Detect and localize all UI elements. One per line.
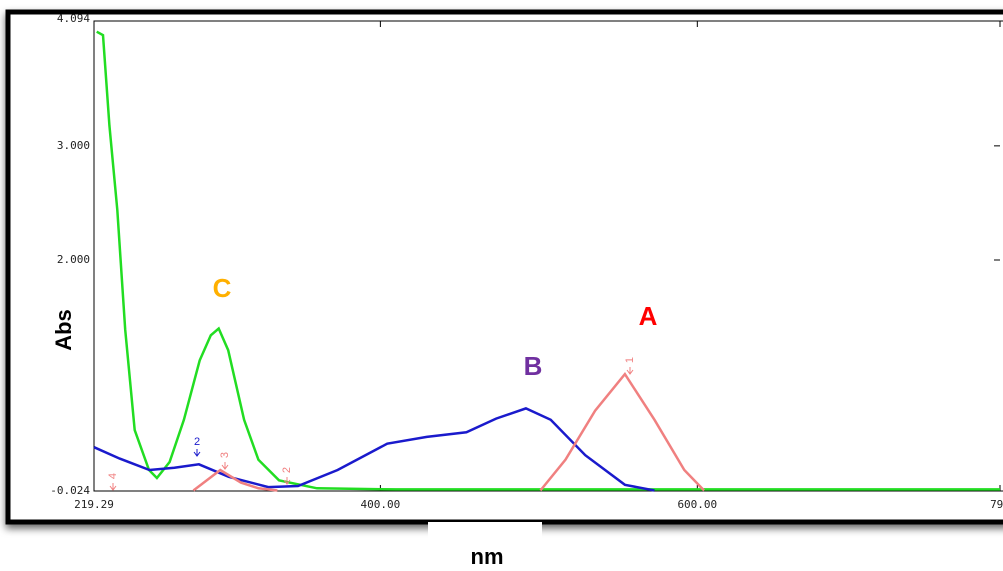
peak-label: 1 bbox=[624, 357, 636, 363]
label-box bbox=[428, 522, 542, 542]
peak-label: 3 bbox=[219, 452, 231, 458]
peak-arrow bbox=[283, 477, 291, 485]
y-tick-label: 3.000 bbox=[57, 139, 90, 152]
peak-arrow bbox=[109, 483, 117, 491]
x-axis-label: nm bbox=[471, 544, 504, 569]
y-tick-label: 2.000 bbox=[57, 253, 90, 266]
series-line bbox=[93, 407, 655, 492]
x-tick-label: 600.00 bbox=[677, 498, 717, 511]
series-label: A bbox=[639, 301, 658, 331]
y-tick-label: 4.094 bbox=[57, 12, 90, 25]
plot-area bbox=[93, 20, 1003, 492]
peak-label: 2 bbox=[194, 436, 200, 448]
x-tick-label: 400.00 bbox=[360, 498, 400, 511]
series-line bbox=[96, 30, 1000, 491]
y-axis-label: Abs bbox=[51, 309, 76, 351]
series-label: C bbox=[213, 273, 232, 303]
x-tick-label: 219.29 bbox=[74, 498, 114, 511]
series-line bbox=[192, 371, 705, 492]
peak-label: 4 bbox=[107, 473, 119, 479]
peak-arrow bbox=[221, 462, 229, 470]
series-label: B bbox=[524, 351, 543, 381]
peak-arrow bbox=[193, 449, 201, 457]
peak-label: 2 bbox=[281, 467, 293, 473]
x-tick-label: 791 bbox=[990, 498, 1003, 511]
peak-arrow bbox=[626, 367, 634, 375]
y-tick-label: -0.024 bbox=[50, 484, 90, 497]
